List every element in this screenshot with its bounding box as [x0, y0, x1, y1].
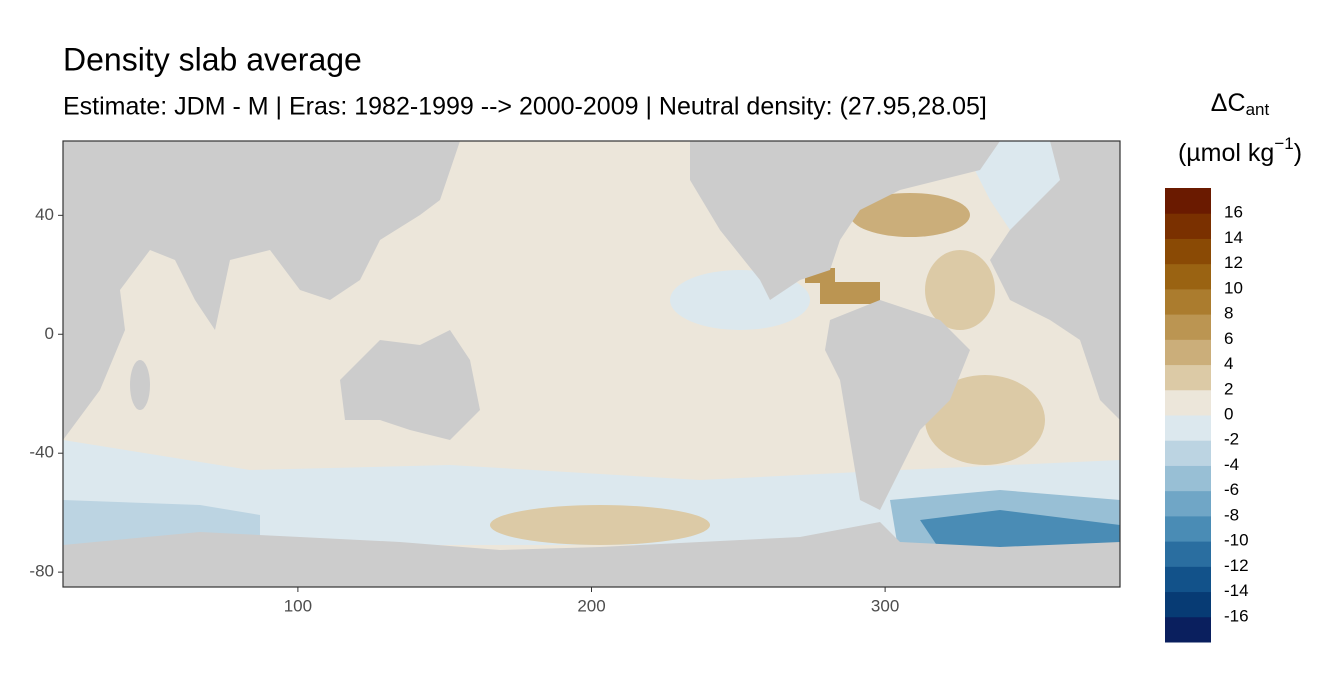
colorbar-bin — [1165, 188, 1211, 214]
colorbar-tick-label: -10 — [1224, 531, 1249, 550]
land — [130, 360, 150, 410]
colorbar-bin — [1165, 364, 1211, 391]
colorbar-tick-label: -14 — [1224, 581, 1249, 600]
colorbar-bin — [1165, 591, 1211, 618]
land — [63, 141, 460, 440]
colorbar-tick-label: 12 — [1224, 253, 1243, 272]
legend-unit-suffix: ) — [1294, 139, 1302, 167]
patch — [820, 282, 880, 304]
y-tick-label: 40 — [35, 205, 54, 224]
legend-subscript: ant — [1246, 100, 1270, 119]
colorbar-bin — [1165, 213, 1211, 239]
legend-title: ΔCant — [1211, 89, 1270, 120]
patch — [490, 505, 710, 545]
colorbar-bin — [1165, 465, 1211, 492]
land — [990, 141, 1120, 420]
legend-title: ΔCant (µmol kg−1) — [1178, 89, 1302, 167]
colorbar-bin — [1165, 616, 1211, 643]
x-tick-label: 100 — [284, 596, 312, 615]
colorbar-bin — [1165, 288, 1211, 315]
colorbar-tick-label: -16 — [1224, 606, 1249, 625]
colorbar-tick-label: -6 — [1224, 480, 1239, 499]
patch — [850, 193, 970, 237]
x-tick-label: 200 — [577, 596, 605, 615]
colorbar-tick-label: 8 — [1224, 304, 1233, 323]
colorbar-tick-label: 4 — [1224, 354, 1233, 373]
colorbar-bin — [1165, 389, 1211, 416]
colorbar-bin — [1165, 490, 1211, 517]
colorbar-bin — [1165, 314, 1211, 340]
land — [63, 522, 1120, 587]
colorbar-tick-label: -2 — [1224, 430, 1239, 449]
patch — [925, 250, 995, 330]
colorbar-bin — [1165, 440, 1211, 466]
x-tick-label: 300 — [871, 596, 899, 615]
colorbar-bin — [1165, 566, 1211, 593]
southern-band — [63, 440, 1120, 545]
colorbar-tick-label: -4 — [1224, 455, 1239, 474]
land — [825, 300, 970, 510]
colorbar-tick-label: 6 — [1224, 329, 1233, 348]
colorbar-tick-label: 2 — [1224, 379, 1233, 398]
legend-unit-exponent: −1 — [1274, 134, 1293, 153]
colorbar-tick-label: 10 — [1224, 278, 1243, 297]
chart-subtitle: Estimate: JDM - M | Eras: 1982-1999 --> … — [63, 93, 987, 121]
colorbar-bin — [1165, 339, 1211, 366]
colorbar-tick-label: 14 — [1224, 228, 1243, 247]
chart-title: Density slab average — [63, 41, 362, 77]
y-tick-label: -40 — [29, 443, 54, 462]
colorbar-tick-label: -8 — [1224, 505, 1239, 524]
southern-band — [920, 510, 1120, 550]
colorbar-bin — [1165, 515, 1211, 542]
colorbar-bin — [1165, 238, 1211, 265]
colorbar-bin — [1165, 415, 1211, 441]
map — [63, 141, 1120, 587]
colorbar-tick-label: -12 — [1224, 556, 1249, 575]
colorbar-tick-label: 0 — [1224, 404, 1233, 423]
legend-unit-prefix: (µmol kg — [1178, 139, 1274, 167]
colorbar-bin — [1165, 541, 1211, 567]
legend-unit: (µmol kg−1) — [1178, 134, 1302, 166]
colorbar-bin — [1165, 263, 1211, 290]
colorbar-tick-label: 16 — [1224, 203, 1243, 222]
land — [690, 141, 1000, 300]
land — [340, 330, 480, 440]
y-tick-label: -80 — [29, 562, 54, 581]
legend-symbol: ΔC — [1211, 89, 1246, 117]
patch — [925, 375, 1045, 465]
y-tick-label: 0 — [45, 324, 54, 343]
